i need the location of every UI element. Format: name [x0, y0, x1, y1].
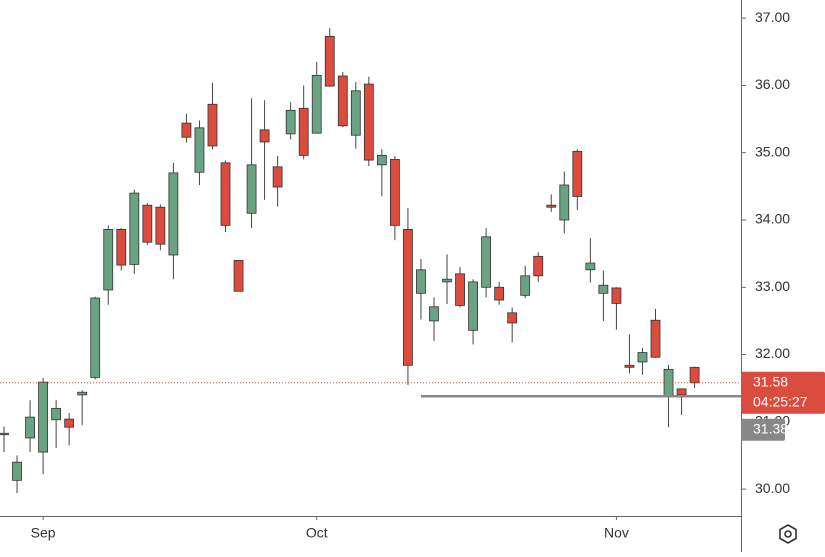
candle-body: [51, 407, 62, 421]
candle-body: [220, 162, 231, 226]
candle-body: [142, 204, 153, 243]
y-tick-label: 32.00: [755, 345, 790, 361]
candle-body: [298, 107, 309, 156]
settings-hex: [779, 524, 797, 544]
candle-body: [77, 391, 88, 396]
candle-body: [376, 155, 387, 166]
candle-body: [272, 166, 283, 188]
x-tick-label: Nov: [604, 525, 629, 541]
candle-body: [103, 229, 114, 291]
candle-body: [350, 90, 361, 136]
candle-body: [429, 306, 439, 322]
candle-body: [38, 381, 48, 453]
countdown-label: 04:25:27: [753, 393, 808, 409]
hline-box: [741, 418, 785, 441]
candle-body: [559, 184, 570, 221]
candle-body: [624, 364, 635, 368]
candle-body: [246, 164, 257, 214]
candle-body: [676, 388, 687, 396]
y-tick-label: 30.00: [755, 480, 790, 496]
candle-body: [494, 286, 505, 301]
candle-body: [611, 287, 622, 304]
candle-body: [207, 103, 218, 147]
candle-body: [194, 127, 205, 173]
candle-body: [650, 319, 661, 358]
candle-body: [598, 284, 609, 294]
last-price-label: 31.58: [753, 373, 788, 389]
y-tick-label: 37.00: [755, 9, 790, 25]
candle-body: [233, 259, 244, 292]
candle-body: [416, 269, 426, 294]
candle-body: [0, 432, 9, 436]
candle-body: [637, 352, 648, 363]
candle-body: [311, 74, 322, 134]
candle-body: [520, 275, 531, 296]
candle-body: [689, 366, 700, 384]
candle-body: [585, 262, 596, 271]
candle-body: [64, 418, 75, 428]
candle-body: [155, 206, 166, 245]
candle-body: [468, 281, 478, 331]
last-price-box: [741, 371, 825, 414]
candle-body: [25, 416, 35, 439]
candle-body: [572, 150, 583, 197]
candle-body: [363, 83, 374, 161]
candle-body: [403, 229, 413, 366]
candle-body: [481, 236, 492, 288]
candle-body: [168, 172, 179, 256]
y-tick-label: 35.00: [755, 143, 790, 159]
candle-body: [455, 273, 465, 306]
x-tick-label: Oct: [306, 525, 328, 541]
candle-body: [546, 204, 557, 208]
candle-body: [663, 368, 674, 398]
candle-body: [442, 278, 452, 283]
candle-body: [12, 461, 22, 481]
y-tick-label: 36.00: [755, 76, 790, 92]
y-tick-label: 33.00: [755, 278, 790, 294]
x-tick-label: Sep: [31, 525, 56, 541]
candle-body: [129, 192, 140, 265]
candle-body: [259, 129, 270, 143]
y-tick-label: 34.00: [755, 211, 790, 227]
candle-body: [181, 122, 192, 138]
candle-body: [90, 297, 101, 378]
candle-body: [533, 255, 544, 277]
candle-body: [285, 109, 296, 135]
settings-icon[interactable]: [779, 524, 797, 544]
candle-body: [507, 312, 518, 324]
candle-body: [337, 75, 348, 127]
candle-body: [389, 159, 400, 226]
hline-label: 31.38: [753, 420, 788, 436]
candle-body: [116, 229, 127, 266]
candle-body: [324, 35, 335, 87]
settings-dot: [784, 530, 792, 538]
